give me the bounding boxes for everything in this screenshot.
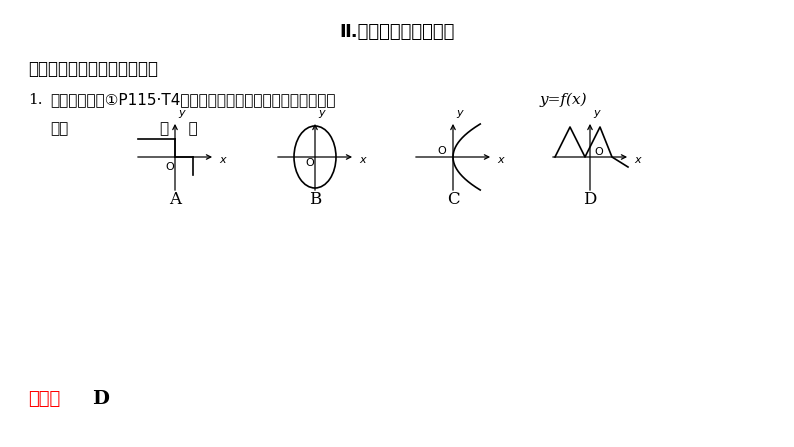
Text: Ⅱ.基础小题的即时强化: Ⅱ.基础小题的即时强化 [339,23,455,41]
Text: （    ）: （ ） [160,122,198,136]
Text: x: x [497,155,503,165]
Text: y: y [593,108,599,118]
Text: 1.: 1. [28,93,43,107]
Text: 答案：: 答案： [28,390,60,408]
Text: 一、教材经典小题的回顾拓展: 一、教材经典小题的回顾拓展 [28,60,158,78]
Text: B: B [309,190,321,207]
Text: y: y [178,108,185,118]
Text: O: O [437,146,445,156]
Text: D: D [584,190,596,207]
Text: A: A [169,190,181,207]
Text: y=f(x): y=f(x) [540,93,588,107]
Text: C: C [447,190,459,207]
Text: x: x [219,155,225,165]
Text: x: x [634,155,641,165]
Text: D: D [92,390,109,408]
Text: x: x [359,155,365,165]
Text: O: O [594,147,603,157]
Text: O: O [165,162,174,172]
Text: （苏教版必修①P115·T4改编）在下列图形中，能表示函数关系: （苏教版必修①P115·T4改编）在下列图形中，能表示函数关系 [50,93,336,107]
Text: 的是: 的是 [50,122,68,136]
Text: y: y [456,108,463,118]
Text: O: O [305,158,314,168]
Text: y: y [318,108,325,118]
